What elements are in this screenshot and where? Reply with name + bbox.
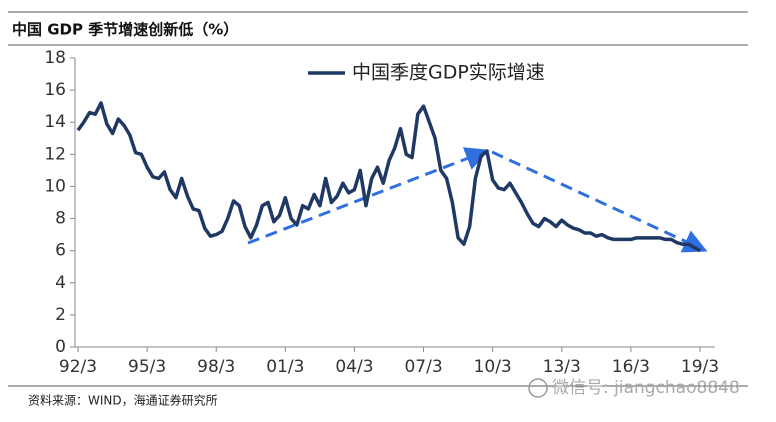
trend-arrow: [247, 147, 490, 245]
x-tick-label: 16/3: [612, 357, 650, 377]
x-tick-label: 92/3: [59, 357, 97, 377]
y-tick-label: 8: [55, 209, 66, 229]
chart-title: 中国 GDP 季节增速创新低（%）: [12, 21, 238, 39]
x-tick-label: 01/3: [266, 357, 304, 377]
y-tick-label: 0: [55, 337, 66, 357]
x-tick-label: 04/3: [335, 357, 373, 377]
x-tick-label: 19/3: [681, 357, 719, 377]
y-tick-label: 10: [44, 176, 66, 196]
y-tick-label: 12: [44, 144, 66, 164]
x-tick-label: 98/3: [197, 357, 235, 377]
x-tick-label: 13/3: [543, 357, 581, 377]
x-tick-label: 10/3: [474, 357, 512, 377]
x-tick-label: 95/3: [128, 357, 166, 377]
trend-arrow: [491, 150, 708, 253]
y-tick-label: 16: [44, 80, 66, 100]
y-tick-label: 6: [55, 241, 66, 261]
source-note: 资料来源：WIND，海通证券研究所: [28, 393, 218, 408]
y-tick-label: 2: [55, 305, 66, 325]
y-tick-label: 18: [44, 48, 66, 68]
y-tick-label: 4: [55, 273, 66, 293]
x-tick-label: 07/3: [404, 357, 442, 377]
legend-label: 中国季度GDP实际增速: [352, 62, 545, 84]
watermark: 微信号: jiangchao8848: [552, 378, 740, 398]
y-tick-label: 14: [44, 112, 66, 132]
series-line: [76, 101, 701, 253]
watermark-icon: [528, 378, 548, 398]
